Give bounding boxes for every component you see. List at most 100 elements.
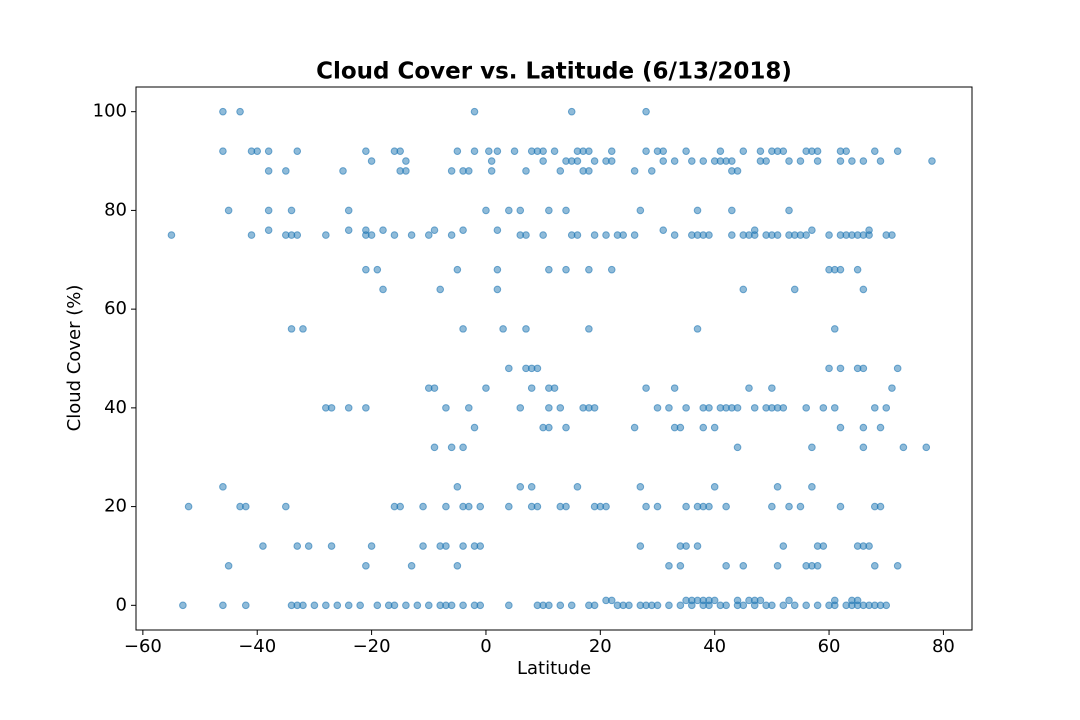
scatter-point [739,285,748,294]
scatter-point [362,265,370,274]
scatter-point [785,206,793,215]
scatter-point [756,596,765,605]
scatter-point [659,157,668,165]
scatter-point [219,147,227,155]
scatter-point [653,601,662,610]
scatter-point [630,423,639,432]
scatter-point [453,562,462,570]
scatter-point [493,147,502,155]
scatter-point [705,231,713,239]
scatter-point [402,157,410,165]
scatter-point [893,147,902,155]
scatter-point [447,167,456,175]
scatter-point [430,384,439,392]
scatter-point [493,265,502,274]
scatter-point [459,226,467,234]
scatter-point [562,423,570,432]
scatter-point [344,206,353,215]
axes-frame [135,86,973,631]
scatter-point [442,542,450,550]
scatter-point [722,562,730,570]
scatter-point [790,285,799,294]
scatter-point [808,443,816,452]
scatter-point [733,443,742,452]
scatter-point [533,502,542,511]
y-tick-label: 40 [104,397,127,418]
scatter-point [859,443,868,452]
scatter-point [893,364,902,373]
scatter-point [379,226,387,234]
scatter-point [808,483,816,491]
scatter-point [848,157,856,165]
scatter-point [550,147,559,155]
scatter-point [293,231,302,239]
scatter-point [739,562,748,570]
scatter-point [453,147,462,155]
scatter-point [567,601,576,610]
scatter-point [710,483,719,491]
scatter-point [842,147,850,155]
scatter-point [756,147,765,155]
scatter-point [859,285,868,294]
scatter-point [505,364,513,373]
scatter-point [836,423,845,432]
scatter-point [402,601,410,610]
scatter-point [585,147,593,155]
scatter-point [676,423,685,432]
scatter-point [590,157,599,165]
chart-title: Cloud Cover vs. Latitude (6/13/2018) [316,59,792,85]
scatter-point [859,157,868,165]
scatter-point [813,562,822,570]
scatter-point [836,364,845,373]
scatter-point [785,596,793,605]
scatter-point [293,542,302,550]
scatter-point [693,542,702,550]
scatter-point [665,601,673,610]
scatter-point [493,226,502,234]
scatter-point [836,265,845,274]
scatter-point [424,601,433,610]
scatter-point [224,562,233,570]
scatter-point [722,502,730,511]
scatter-point [367,542,376,550]
scatter-point [899,443,908,452]
scatter-point [636,483,645,491]
x-tick-label: 0 [480,636,491,657]
scatter-point [802,231,810,239]
scatter-point [865,231,873,239]
scatter-point [602,231,610,239]
scatter-point [653,502,662,511]
scatter-point [264,226,273,234]
scatter-point [287,325,296,333]
scatter-point [722,601,730,610]
scatter-point [928,157,936,165]
scatter-point [545,206,553,215]
scatter-point [590,404,599,412]
scatter-point [642,384,650,392]
scatter-point [642,502,650,511]
scatter-point [607,265,616,274]
scatter-point [550,384,559,392]
scatter-point [419,502,427,511]
scatter-point [745,384,753,392]
scatter-point [556,601,565,610]
scatter-point [642,107,650,116]
scatter-point [785,157,793,165]
scatter-point [693,325,702,333]
scatter-point [482,384,490,392]
scatter-point [344,226,353,234]
scatter-point [630,231,639,239]
scatter-point [888,384,896,392]
scatter-point [830,404,839,412]
scatter-point [773,483,782,491]
scatter-point [676,562,685,570]
scatter-point [253,147,262,155]
scatter-point [487,167,496,175]
scatter-point [522,231,530,239]
scatter-point [407,231,416,239]
scatter-point [516,404,525,412]
scatter-point [733,167,742,175]
scatter-point [356,601,364,610]
